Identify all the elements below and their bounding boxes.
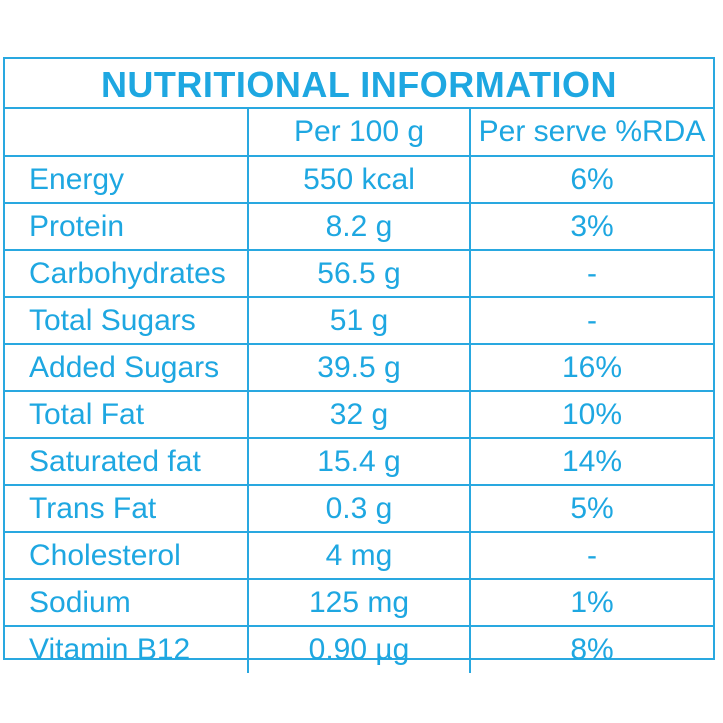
per-100g-cell: 39.5 g xyxy=(247,343,471,392)
per-100g-cell: 15.4 g xyxy=(247,437,471,486)
nutrient-cell: Added Sugars xyxy=(5,343,249,392)
per-100g-cell: 56.5 g xyxy=(247,249,471,298)
per-100g-cell: 0.3 g xyxy=(247,484,471,533)
table-row: Added Sugars 39.5 g 16% xyxy=(5,343,713,392)
table-body: Energy 550 kcal 6% Protein 8.2 g 3% Carbohydra… xyxy=(5,156,713,673)
per-100g-cell: 8.2 g xyxy=(247,202,471,251)
nutrient-cell: Protein xyxy=(5,202,249,251)
rda-cell: - xyxy=(469,531,713,580)
header-per-serve-rda: Per serve %RDA xyxy=(469,109,713,157)
panel-title: NUTRITIONAL INFORMATION xyxy=(5,59,713,109)
rda-cell: 3% xyxy=(469,202,713,251)
nutrient-cell: Energy xyxy=(5,156,249,204)
per-100g-cell: 125 mg xyxy=(247,578,471,627)
rda-cell: 16% xyxy=(469,343,713,392)
rda-cell: - xyxy=(469,296,713,345)
nutrient-cell: Saturated fat xyxy=(5,437,249,486)
nutrient-cell: Carbohydrates xyxy=(5,249,249,298)
header-per-100g: Per 100 g xyxy=(247,109,471,157)
per-100g-cell: 550 kcal xyxy=(247,156,471,204)
table-row: Sodium 125 mg 1% xyxy=(5,578,713,627)
nutrient-cell: Total Sugars xyxy=(5,296,249,345)
per-100g-cell: 51 g xyxy=(247,296,471,345)
rda-cell: 1% xyxy=(469,578,713,627)
nutrient-cell: Sodium xyxy=(5,578,249,627)
table-row: Total Sugars 51 g- xyxy=(5,296,713,345)
per-100g-cell: 4 mg xyxy=(247,531,471,580)
per-100g-cell: 0.90 µg xyxy=(247,625,471,673)
nutrition-panel: NUTRITIONAL INFORMATION Per 100 g Per se… xyxy=(3,57,715,673)
table-header-row: Per 100 g Per serve %RDA xyxy=(5,109,713,157)
table-row: Cholesterol 4 mg - xyxy=(5,531,713,580)
nutrition-table: Per 100 g Per serve %RDA Energy 550 kcal 6… xyxy=(5,109,713,673)
table-row: Saturated fat 15.4 g 14% xyxy=(5,437,713,486)
nutrient-cell: Trans Fat xyxy=(5,484,249,533)
table-row: Total Fat 32 g 10% xyxy=(5,390,713,439)
table-row: Vitamin B12 0.90 µg 8% xyxy=(5,625,713,673)
rda-cell: 6% xyxy=(469,156,713,204)
rda-cell: 8% xyxy=(469,625,713,673)
table-row: Trans Fat 0.3 g 5% xyxy=(5,484,713,533)
rda-cell: 5% xyxy=(469,484,713,533)
table-row: Energy 550 kcal 6% xyxy=(5,156,713,204)
nutrient-cell: Total Fat xyxy=(5,390,249,439)
table-row: Protein 8.2 g 3% xyxy=(5,202,713,251)
nutrient-cell: Vitamin B12 xyxy=(5,625,249,673)
rda-cell: - xyxy=(469,249,713,298)
header-nutrient xyxy=(5,109,249,157)
per-100g-cell: 32 g xyxy=(247,390,471,439)
rda-cell: 14% xyxy=(469,437,713,486)
nutrient-cell: Cholesterol xyxy=(5,531,249,580)
table-row: Carbohydrates 56.5 g- xyxy=(5,249,713,298)
rda-cell: 10% xyxy=(469,390,713,439)
